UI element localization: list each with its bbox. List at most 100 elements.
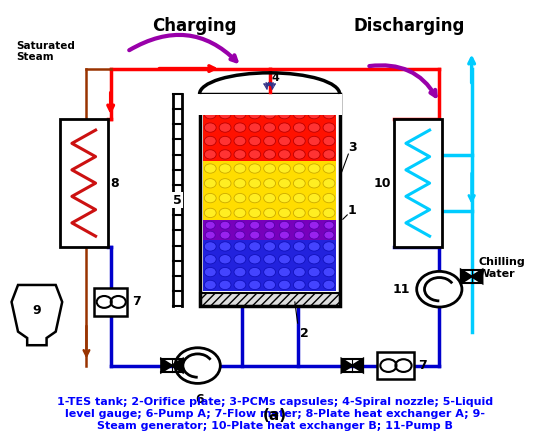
Circle shape <box>294 221 304 229</box>
Circle shape <box>175 348 221 383</box>
Circle shape <box>219 110 231 119</box>
Circle shape <box>234 136 246 146</box>
Circle shape <box>308 150 320 159</box>
Text: 7: 7 <box>418 359 427 372</box>
Circle shape <box>234 242 246 251</box>
Circle shape <box>219 280 231 290</box>
Circle shape <box>204 150 216 159</box>
Circle shape <box>308 123 320 132</box>
Circle shape <box>250 231 260 239</box>
Circle shape <box>250 221 260 229</box>
Bar <box>203 240 337 291</box>
Circle shape <box>235 231 245 239</box>
Circle shape <box>293 136 305 146</box>
Circle shape <box>263 164 276 173</box>
Circle shape <box>234 150 246 159</box>
Circle shape <box>308 179 320 188</box>
Circle shape <box>323 96 335 105</box>
Circle shape <box>278 96 290 105</box>
Circle shape <box>220 231 230 239</box>
Text: (a): (a) <box>263 408 287 423</box>
Circle shape <box>219 164 231 173</box>
Circle shape <box>219 194 231 203</box>
Circle shape <box>204 179 216 188</box>
Circle shape <box>308 194 320 203</box>
Circle shape <box>234 194 246 203</box>
Circle shape <box>323 242 335 251</box>
Text: 1: 1 <box>348 204 356 217</box>
Bar <box>197 94 342 115</box>
Circle shape <box>308 242 320 251</box>
Circle shape <box>293 110 305 119</box>
Circle shape <box>249 242 261 251</box>
Circle shape <box>308 96 320 105</box>
Circle shape <box>293 194 305 203</box>
Circle shape <box>294 231 304 239</box>
Circle shape <box>278 242 290 251</box>
Circle shape <box>234 96 246 105</box>
Circle shape <box>234 255 246 264</box>
Circle shape <box>219 96 231 105</box>
Circle shape <box>263 136 276 146</box>
Text: 1-TES tank; 2-Orifice plate; 3-PCMs capsules; 4-Spiral nozzle; 5-Liquid
level ga: 1-TES tank; 2-Orifice plate; 3-PCMs caps… <box>57 397 493 430</box>
Circle shape <box>204 242 216 251</box>
Circle shape <box>249 96 261 105</box>
Circle shape <box>323 267 335 277</box>
Circle shape <box>263 96 276 105</box>
Circle shape <box>278 280 290 290</box>
Bar <box>203 161 337 220</box>
Circle shape <box>293 242 305 251</box>
Circle shape <box>219 208 231 218</box>
Circle shape <box>278 267 290 277</box>
Circle shape <box>279 231 289 239</box>
Circle shape <box>234 179 246 188</box>
Circle shape <box>249 280 261 290</box>
Circle shape <box>293 123 305 132</box>
Circle shape <box>219 242 231 251</box>
Circle shape <box>204 96 216 105</box>
Circle shape <box>205 221 215 229</box>
Text: Chilling
Water: Chilling Water <box>478 257 525 279</box>
Circle shape <box>323 280 335 290</box>
Polygon shape <box>172 359 183 372</box>
Circle shape <box>220 221 230 229</box>
Circle shape <box>204 208 216 218</box>
Circle shape <box>235 221 245 229</box>
Circle shape <box>219 123 231 132</box>
Bar <box>203 94 337 161</box>
Circle shape <box>278 136 290 146</box>
Circle shape <box>204 164 216 173</box>
Circle shape <box>279 221 289 229</box>
Circle shape <box>308 164 320 173</box>
Bar <box>94 288 128 316</box>
Circle shape <box>204 267 216 277</box>
Circle shape <box>204 280 216 290</box>
Circle shape <box>249 179 261 188</box>
Circle shape <box>263 267 276 277</box>
Circle shape <box>263 194 276 203</box>
Circle shape <box>219 255 231 264</box>
Circle shape <box>278 164 290 173</box>
Circle shape <box>323 110 335 119</box>
Circle shape <box>234 164 246 173</box>
Circle shape <box>249 150 261 159</box>
Circle shape <box>323 194 335 203</box>
Circle shape <box>308 136 320 146</box>
Circle shape <box>323 164 335 173</box>
Circle shape <box>249 136 261 146</box>
Circle shape <box>249 267 261 277</box>
Circle shape <box>234 110 246 119</box>
Text: 11: 11 <box>392 283 410 296</box>
Circle shape <box>293 164 305 173</box>
Circle shape <box>234 208 246 218</box>
Circle shape <box>278 255 290 264</box>
Bar <box>59 119 108 247</box>
Circle shape <box>234 123 246 132</box>
Circle shape <box>278 123 290 132</box>
Circle shape <box>308 267 320 277</box>
Circle shape <box>219 179 231 188</box>
Bar <box>393 119 442 247</box>
Polygon shape <box>161 359 172 372</box>
Text: 2: 2 <box>300 327 309 340</box>
Circle shape <box>219 136 231 146</box>
